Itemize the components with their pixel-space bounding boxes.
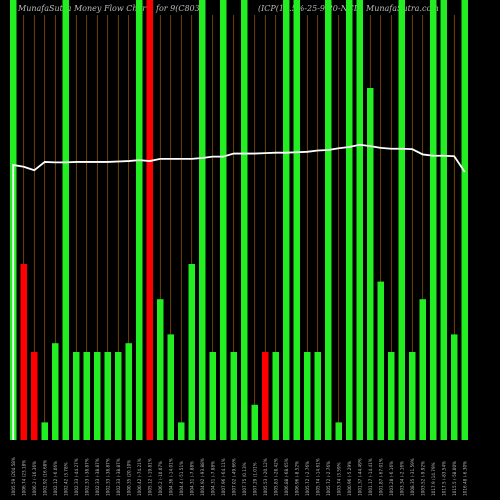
chart-title: MunafaSutra Money Flow Charts for 9(C803	[18, 4, 200, 13]
x-tick-label: 1003.28 (-6.16%	[389, 461, 394, 496]
bar	[146, 0, 154, 440]
bar	[30, 352, 38, 440]
bar	[419, 299, 427, 440]
x-tick-label: 1001.17 (-14.41%	[368, 458, 373, 496]
x-tick-label: 1007.75 (0.13%	[242, 462, 247, 496]
x-tick-label: 1005.74 (-14.61%	[315, 458, 320, 496]
line-layer	[12, 143, 466, 440]
x-tick-label: 1002.42 (3.78%	[63, 462, 68, 496]
bar	[251, 404, 259, 440]
x-tick-label: 1002.33 (-38.87%	[116, 458, 121, 496]
bar	[398, 0, 406, 440]
chart-subtitle: (ICP(10.5%-25-9-20-NCD)	[258, 4, 364, 13]
x-tick-label: 1002.33 (-38.87%	[95, 458, 100, 496]
bar	[282, 0, 290, 440]
bar	[450, 334, 458, 440]
x-tick-label: 1002.33 (-44.27%	[74, 458, 79, 496]
bar	[209, 352, 217, 440]
bar	[72, 352, 80, 440]
bar	[356, 0, 364, 440]
bar	[198, 0, 206, 440]
x-tick-label: 1002.33 (-38.87%	[84, 458, 89, 496]
x-tick-label: 1004.92 (-93.88%	[200, 458, 205, 496]
x-tick-label: 1017.9 (14.79%	[431, 462, 436, 496]
bar	[83, 352, 91, 440]
x-tick-label: 1004.36 (-14.01%	[168, 458, 173, 496]
x-tick-label: 1002.92 (16.68%	[42, 460, 47, 496]
bar	[335, 422, 343, 440]
bar	[261, 352, 269, 440]
bar	[240, 0, 248, 440]
x-tick-label: 1007.96 (-64.11%	[221, 458, 226, 496]
x-tick-label: 1003.34 (-2.16%	[399, 461, 404, 496]
bar	[114, 352, 122, 440]
x-tick-label: 1015.5 (-58.00%	[452, 461, 457, 496]
bar	[408, 352, 416, 440]
x-tick-label: 1005.83 (-28.42%	[273, 458, 278, 496]
bar	[156, 299, 164, 440]
x-tick-label: 1003.74 (3.59%	[336, 462, 341, 496]
x-tick-label: 1007.02 (-49.66%	[231, 458, 236, 496]
x-label-layer: 1005.59 (204.58% 1006.74 (23.18% 1006.2 (-…	[11, 457, 468, 496]
bar	[167, 334, 175, 440]
x-tick-label: 1006.2 (-16.36%	[32, 461, 37, 496]
bar	[188, 264, 196, 440]
bar	[41, 422, 49, 440]
x-tick-label: 1005.12 (-19.81%	[147, 458, 152, 496]
x-tick-label: 1006.2 (-10.07%	[158, 461, 163, 496]
x-tick-label: 1004.4 (-51.51%	[179, 461, 184, 496]
bar	[230, 352, 238, 440]
x-tick-label: 1017.5 (-83.54%	[441, 461, 446, 496]
x-tick-label: 1000.35 (20.10%	[126, 460, 131, 496]
x-tick-label: 1004.31 (-7.88%	[210, 461, 215, 496]
x-tick-label: 1003.52 (-9.92%	[420, 461, 425, 496]
bar	[377, 281, 385, 440]
x-tick-label: 1008.35 (-31.59%	[410, 458, 415, 496]
x-tick-label: 1005.72 (-2.76%	[305, 461, 310, 496]
bar	[93, 352, 101, 440]
bar	[366, 88, 374, 440]
bar	[135, 0, 143, 440]
bar	[324, 0, 332, 440]
x-tick-label: 1000.42 (-74.21%	[137, 458, 142, 496]
x-tick-label: 1006.88 (-68.65%	[284, 458, 289, 496]
bar	[104, 352, 112, 440]
bar	[125, 343, 133, 440]
grid-layer	[12, 15, 466, 440]
x-tick-label: 1002.33 (-38.87%	[105, 458, 110, 496]
bar	[177, 422, 185, 440]
x-tick-label: 1016.48 (-6.30%	[462, 461, 467, 496]
x-tick-label: 1005.59 (204.58%	[11, 457, 16, 496]
bar	[62, 0, 70, 440]
x-tick-label: 1001.37 (-44.49%	[357, 458, 362, 496]
bar	[219, 0, 227, 440]
bar	[440, 0, 448, 440]
bar	[51, 343, 59, 440]
bar	[345, 0, 353, 440]
x-tick-label: 1005.72 (-2.76%	[326, 461, 331, 496]
bar	[429, 0, 437, 440]
bar	[272, 352, 280, 440]
x-tick-label: 1001.87 (-67.01%	[378, 458, 383, 496]
x-tick-label: 1006.74 (23.18%	[21, 460, 26, 496]
bar	[20, 264, 28, 440]
bar	[314, 352, 322, 440]
bar	[293, 0, 301, 440]
x-tick-label: 1005.53 (-20.12%	[263, 458, 268, 496]
x-tick-label: 1006.96 (-8.52%	[294, 461, 299, 496]
bar	[387, 352, 395, 440]
x-tick-label: 1000.96 (-5.29%	[347, 461, 352, 496]
money-flow-line	[12, 143, 466, 440]
bar-layer	[9, 0, 469, 440]
bar	[303, 352, 311, 440]
x-tick-label: 1007.29 (1.01%	[252, 462, 257, 496]
x-tick-label: 1002.12 (-6.06%	[53, 461, 58, 496]
x-tick-label: 1004.31 (-7.88%	[189, 461, 194, 496]
bar	[461, 0, 469, 440]
